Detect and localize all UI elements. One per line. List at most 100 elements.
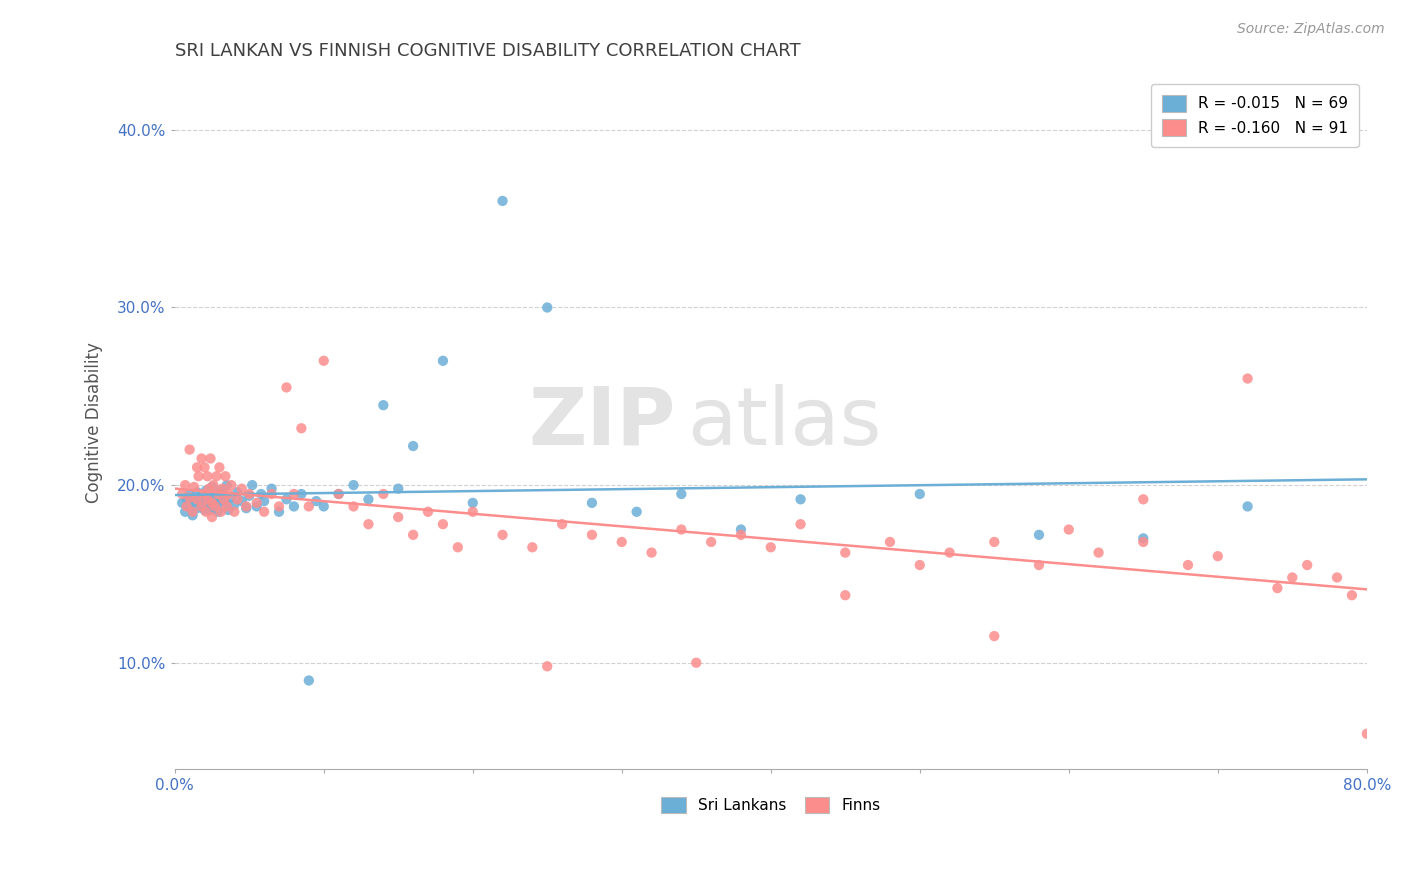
Point <box>312 500 335 514</box>
Point <box>432 353 454 368</box>
Point <box>190 500 212 514</box>
Point <box>201 480 224 494</box>
Point <box>610 535 633 549</box>
Point <box>174 478 197 492</box>
Text: Source: ZipAtlas.com: Source: ZipAtlas.com <box>1237 22 1385 37</box>
Point <box>224 498 246 512</box>
Point <box>402 528 425 542</box>
Point <box>209 483 232 498</box>
Point <box>298 500 321 514</box>
Point <box>176 492 198 507</box>
Point <box>253 505 276 519</box>
Point <box>193 492 215 507</box>
Point <box>201 491 224 505</box>
Point <box>373 398 395 412</box>
Point <box>626 505 648 519</box>
Point <box>226 485 249 500</box>
Point <box>195 505 218 519</box>
Point <box>908 558 931 572</box>
Point <box>201 510 224 524</box>
Text: SRI LANKAN VS FINNISH COGNITIVE DISABILITY CORRELATION CHART: SRI LANKAN VS FINNISH COGNITIVE DISABILI… <box>174 42 800 60</box>
Point <box>983 535 1005 549</box>
Point <box>1132 535 1154 549</box>
Point <box>221 491 243 505</box>
Point <box>267 500 290 514</box>
Point <box>312 353 335 368</box>
Point <box>671 487 693 501</box>
Point <box>834 546 856 560</box>
Point <box>172 487 194 501</box>
Point <box>200 451 222 466</box>
Point <box>250 487 273 501</box>
Point <box>1281 570 1303 584</box>
Point <box>461 496 484 510</box>
Point <box>208 492 231 507</box>
Point <box>217 503 239 517</box>
Point <box>260 487 283 501</box>
Point <box>217 487 239 501</box>
Y-axis label: Cognitive Disability: Cognitive Disability <box>86 343 103 503</box>
Point <box>231 494 253 508</box>
Point <box>1028 558 1050 572</box>
Point <box>193 460 215 475</box>
Point <box>201 496 224 510</box>
Point <box>204 500 226 514</box>
Point <box>231 482 253 496</box>
Point <box>685 656 707 670</box>
Point <box>536 659 558 673</box>
Point <box>211 482 233 496</box>
Point <box>581 496 603 510</box>
Point <box>1132 532 1154 546</box>
Point <box>938 546 960 560</box>
Point <box>176 500 198 514</box>
Point <box>181 505 204 519</box>
Point <box>1236 500 1258 514</box>
Point <box>402 439 425 453</box>
Point <box>1296 558 1319 572</box>
Point <box>342 478 364 492</box>
Point <box>183 494 205 508</box>
Point <box>215 500 238 514</box>
Point <box>1236 371 1258 385</box>
Point <box>238 487 260 501</box>
Point <box>834 588 856 602</box>
Point <box>1177 558 1199 572</box>
Point <box>373 487 395 501</box>
Text: ZIP: ZIP <box>529 384 675 462</box>
Point <box>1267 581 1289 595</box>
Point <box>190 489 212 503</box>
Point <box>328 487 350 501</box>
Point <box>461 505 484 519</box>
Point <box>235 500 257 514</box>
Point <box>172 496 194 510</box>
Point <box>283 500 305 514</box>
Point <box>186 485 208 500</box>
Point <box>491 528 513 542</box>
Point <box>671 523 693 537</box>
Point <box>202 501 225 516</box>
Point <box>195 483 218 498</box>
Point <box>551 517 574 532</box>
Point <box>276 380 298 394</box>
Point <box>198 482 221 496</box>
Point <box>432 517 454 532</box>
Point <box>1087 546 1109 560</box>
Point <box>700 535 723 549</box>
Point <box>212 492 235 507</box>
Point <box>197 500 219 514</box>
Text: atlas: atlas <box>688 384 882 462</box>
Point <box>197 487 219 501</box>
Point <box>276 492 298 507</box>
Point <box>730 528 752 542</box>
Point <box>205 496 228 510</box>
Point <box>290 487 312 501</box>
Point <box>224 505 246 519</box>
Point <box>179 487 201 501</box>
Point <box>204 489 226 503</box>
Point <box>1206 549 1229 563</box>
Point <box>235 501 257 516</box>
Point <box>211 500 233 514</box>
Point <box>214 494 236 508</box>
Point <box>205 469 228 483</box>
Point <box>305 494 328 508</box>
